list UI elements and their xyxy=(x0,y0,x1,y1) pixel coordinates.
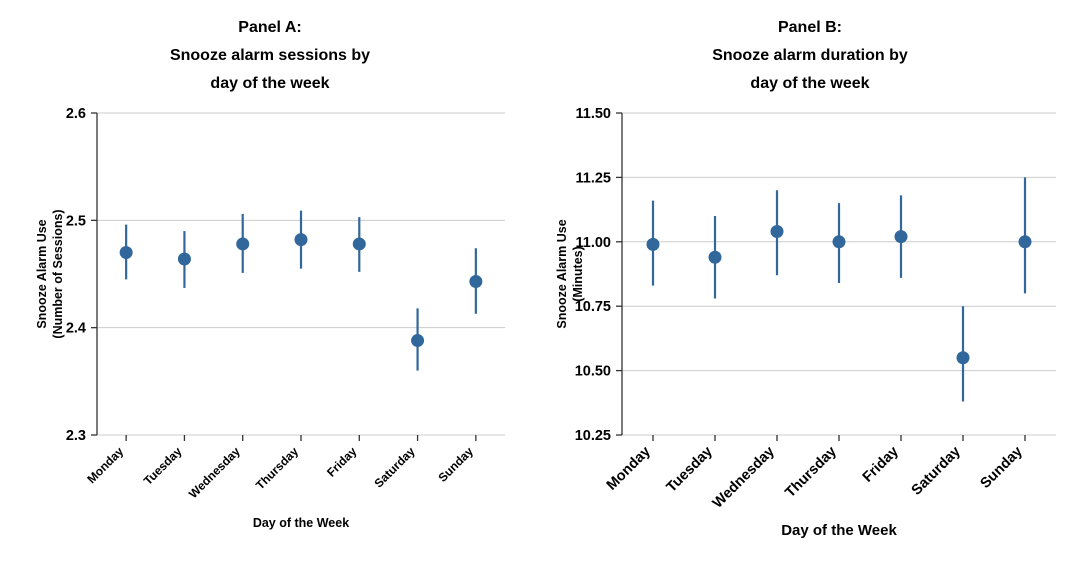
data-point xyxy=(956,351,970,365)
x-tick-label: Wednesday xyxy=(186,444,243,501)
data-point xyxy=(236,237,250,251)
data-point xyxy=(411,334,425,348)
x-tick-label: Saturday xyxy=(371,444,417,490)
y-tick-label: 10.25 xyxy=(575,428,611,444)
data-point xyxy=(770,224,784,238)
data-point xyxy=(119,246,133,260)
panel-b-title-line-2: Snooze alarm duration by xyxy=(712,47,908,64)
x-tick-label: Thursday xyxy=(782,444,839,501)
data-point xyxy=(708,250,722,264)
data-point xyxy=(832,235,846,249)
panel-b-y-axis-label-line-1: Snooze Alarm Use xyxy=(554,219,569,329)
panel-b: Panel B: Snooze alarm duration by day of… xyxy=(540,0,1080,564)
panel-a-x-axis-label: Day of the Week xyxy=(252,516,350,530)
panel-b-x-axis-label: Day of the Week xyxy=(781,522,897,539)
panel-a-y-axis-label-line-1: Snooze Alarm Use xyxy=(34,219,49,329)
x-tick-label: Tuesday xyxy=(664,444,716,496)
data-point xyxy=(894,230,908,244)
y-tick-label: 10.75 xyxy=(575,299,611,315)
x-tick-label: Monday xyxy=(604,444,654,494)
data-point xyxy=(469,275,483,289)
y-tick-label: 11.25 xyxy=(576,170,612,186)
data-point xyxy=(352,237,366,251)
panel-b-title-line-1: Panel B: xyxy=(777,19,842,36)
panel-b-title-line-3: day of the week xyxy=(750,75,870,92)
y-tick-label: 2.6 xyxy=(66,106,86,122)
x-tick-label: Friday xyxy=(860,444,902,486)
y-tick-label: 11.50 xyxy=(576,106,612,122)
x-tick-label: Thursday xyxy=(253,444,301,492)
panel-a-y-axis-label: Snooze Alarm Use (Number of Sessions) xyxy=(34,209,67,338)
panel-a-title-line-2: Snooze alarm sessions by xyxy=(169,47,371,64)
panel-b-plot: 10.25 10.50 10.75 11.00 11.25 11.50 Monday Tues… xyxy=(575,106,1056,512)
panel-b-title: Panel B: Snooze alarm duration by day of… xyxy=(540,14,1080,98)
y-tick-label: 10.50 xyxy=(575,364,611,380)
panel-b-y-axis-label: Snooze Alarm Use (Minutes) xyxy=(554,219,587,328)
panel-a-plot: 2.3 2.4 2.5 2.6 Monday Tuesday Wednesday Thursd… xyxy=(66,106,505,501)
x-tick-label: Sunday xyxy=(977,444,1025,492)
x-tick-label: Sunday xyxy=(435,444,476,485)
panel-a-title: Panel A: Snooze alarm sessions by day of… xyxy=(0,14,540,98)
panel-a-title-line-3: day of the week xyxy=(210,75,330,92)
y-tick-label: 2.5 xyxy=(66,213,86,229)
y-tick-label: 2.3 xyxy=(66,428,86,444)
x-tick-label: Tuesday xyxy=(141,444,185,488)
x-tick-label: Monday xyxy=(84,444,126,486)
x-tick-label: Wednesday xyxy=(710,444,778,512)
data-point xyxy=(177,252,191,266)
x-tick-label: Friday xyxy=(324,444,360,480)
x-tick-label: Saturday xyxy=(909,444,964,499)
data-point xyxy=(646,237,660,251)
panel-b-y-axis-label-line-2: (Minutes) xyxy=(571,246,585,302)
panel-a-y-axis-label-line-2: (Number of Sessions) xyxy=(51,209,65,339)
y-tick-label: 11.00 xyxy=(576,235,612,251)
data-point xyxy=(1018,235,1032,249)
y-tick-label: 2.4 xyxy=(66,321,86,337)
panel-a-title-line-1: Panel A: xyxy=(238,19,302,36)
data-point xyxy=(294,233,308,247)
panel-a: Panel A: Snooze alarm sessions by day of… xyxy=(0,14,540,530)
